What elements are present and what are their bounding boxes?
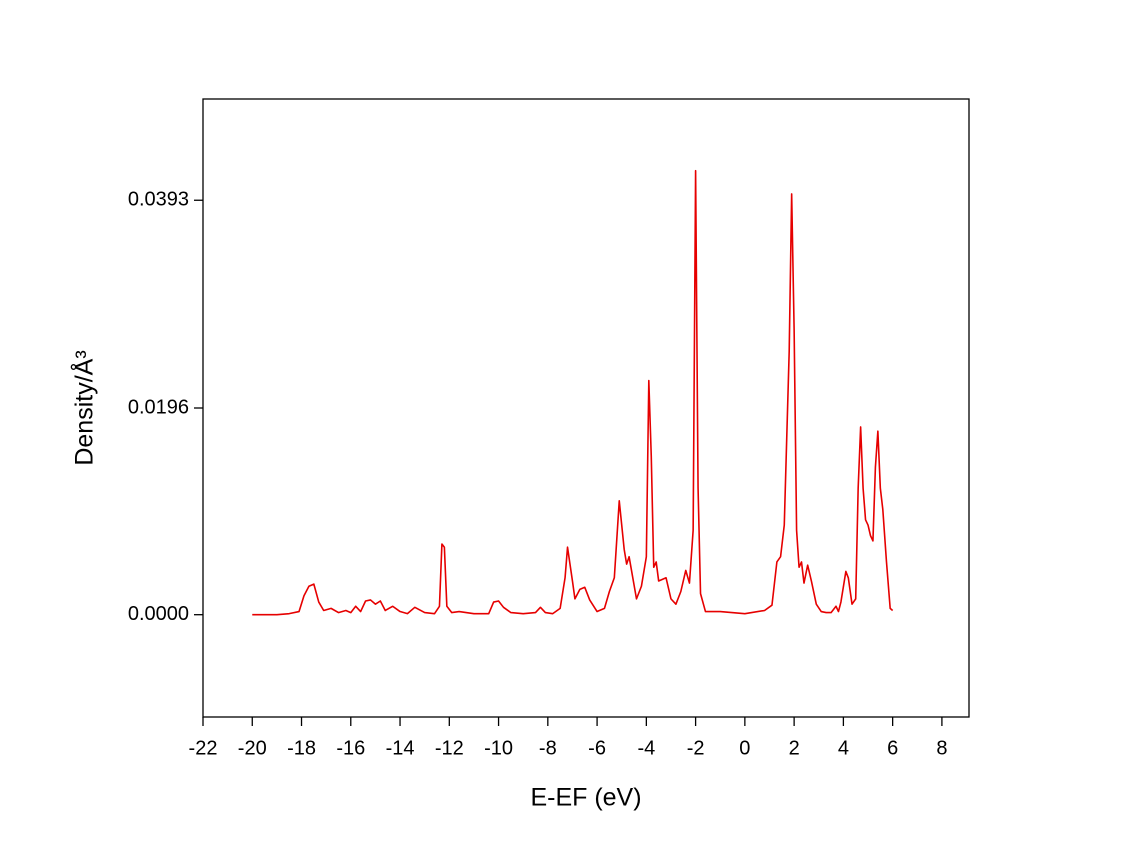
data-line [252,169,894,616]
x-tick-label: 0 [739,737,750,759]
y-tick-label: 0.0000 [128,603,189,625]
x-tick-label: 6 [887,737,898,759]
x-tick-label: -18 [287,737,316,759]
x-tick-label: -2 [687,737,705,759]
x-tick-label: 4 [838,737,849,759]
x-axis-title: E-EF (eV) [530,784,641,812]
x-tick-label: -12 [435,737,464,759]
x-tick-label: -16 [336,737,365,759]
x-tick-label: 8 [936,737,947,759]
plot-frame [202,98,970,718]
x-tick-label: -10 [484,737,513,759]
y-axis-title: Density/Å³ [69,350,99,465]
x-tick-label: -6 [588,737,606,759]
x-tick-label: -4 [637,737,655,759]
x-tick-label: -8 [539,737,557,759]
x-tick-label: -20 [238,737,267,759]
x-tick-label: -22 [189,737,218,759]
x-tick-label: 2 [789,737,800,759]
y-tick-label: 0.0196 [128,396,189,418]
x-tick-label: -14 [386,737,415,759]
y-tick-label: 0.0393 [128,189,189,211]
